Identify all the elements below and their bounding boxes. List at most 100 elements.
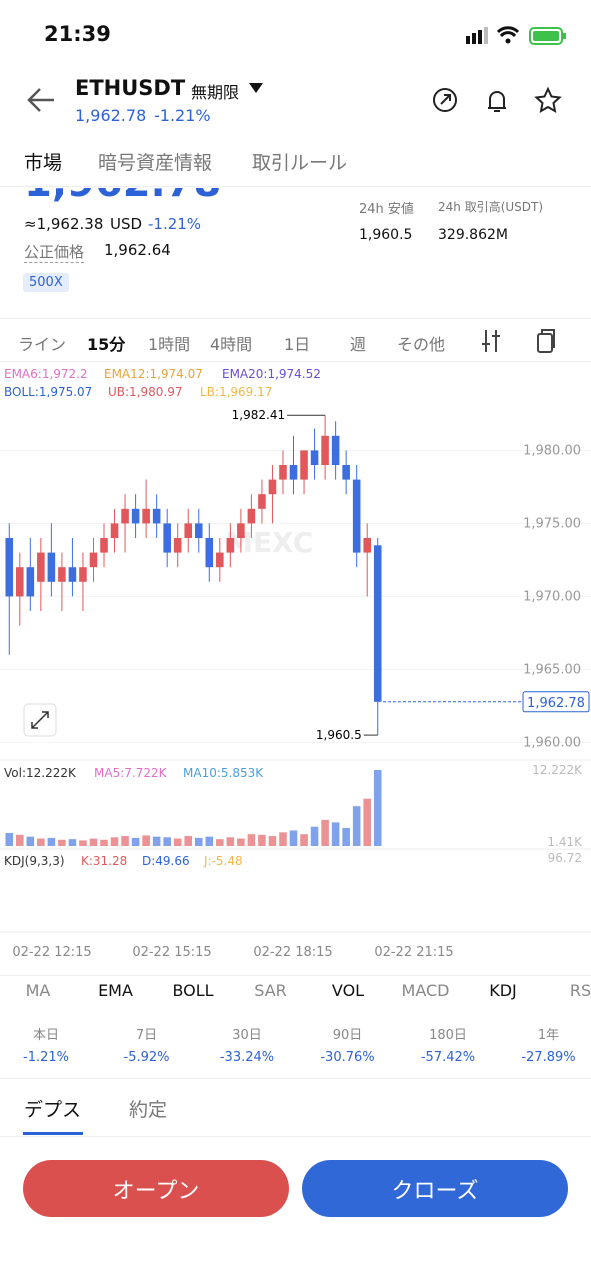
volume-bar bbox=[47, 837, 56, 846]
volume-legend: Vol:12.222K bbox=[4, 766, 77, 780]
kdj-legend: KDJ(9,3,3) bbox=[4, 854, 65, 868]
candle-body bbox=[152, 508, 161, 524]
indicator[interactable]: RS bbox=[569, 981, 591, 1000]
volume-bar bbox=[79, 840, 87, 846]
boll-legend: BOLL:1,975.07 bbox=[4, 385, 92, 399]
candle-body bbox=[247, 508, 256, 524]
volume-bar bbox=[321, 819, 329, 846]
indicator[interactable]: MACD bbox=[401, 981, 450, 1000]
back-button[interactable] bbox=[26, 86, 58, 114]
period-label: 180日 bbox=[429, 1028, 467, 1043]
period-label: 1年 bbox=[537, 1028, 560, 1043]
indicator[interactable]: VOL bbox=[331, 981, 365, 1000]
candle-body bbox=[258, 494, 266, 509]
volume-bar bbox=[121, 836, 129, 846]
interval[interactable]: 1日 bbox=[284, 335, 311, 354]
candle-body bbox=[16, 567, 24, 597]
candle-body bbox=[100, 538, 108, 553]
volume-bar bbox=[5, 832, 14, 846]
volume-bar bbox=[184, 836, 193, 846]
candle-body bbox=[352, 479, 361, 553]
indicator[interactable]: BOLL bbox=[172, 981, 214, 1000]
fair-label[interactable]: 公正価格 bbox=[24, 243, 85, 263]
candle-body bbox=[373, 545, 382, 702]
ema-legend: EMA6:1,972.2 bbox=[4, 367, 88, 381]
summary-change: -1.21% bbox=[148, 215, 202, 233]
interval[interactable]: ライン bbox=[18, 335, 67, 354]
candle-body bbox=[5, 538, 14, 597]
period-label: 7日 bbox=[135, 1028, 158, 1043]
volume-bar bbox=[226, 837, 235, 846]
stat-value: 329.862M bbox=[438, 227, 508, 243]
candle-body bbox=[26, 567, 35, 597]
tab[interactable]: 暗号資産情報 bbox=[98, 152, 213, 174]
volume-bar bbox=[68, 839, 77, 846]
boll-legend: UB:1,980.97 bbox=[108, 385, 183, 399]
volume-low-label: 1.41K bbox=[547, 835, 583, 849]
volume-bar bbox=[363, 798, 371, 846]
tab[interactable]: 取引ルール bbox=[252, 152, 348, 174]
header-change: -1.21% bbox=[154, 106, 211, 125]
divider bbox=[0, 361, 591, 362]
divider bbox=[0, 318, 591, 319]
volume-bar bbox=[310, 826, 319, 846]
candle-body bbox=[363, 538, 371, 553]
x-tick-label: 02-22 12:15 bbox=[12, 945, 91, 960]
tab[interactable]: 市場 bbox=[24, 152, 63, 174]
interval[interactable]: 1時間 bbox=[148, 335, 191, 354]
leverage-badge: 500X bbox=[23, 273, 69, 292]
header-icons[interactable] bbox=[430, 86, 570, 116]
volume-bar bbox=[37, 838, 45, 846]
candle-body bbox=[342, 465, 350, 480]
candle-body bbox=[310, 450, 319, 465]
candle-body bbox=[289, 465, 298, 480]
kdj-legend: D:49.66 bbox=[142, 854, 190, 868]
candle-body bbox=[142, 508, 150, 524]
y-tick-label: 1,980.00 bbox=[523, 443, 581, 458]
volume-bar bbox=[300, 834, 308, 846]
fair-value: 1,962.64 bbox=[104, 241, 171, 259]
volume-bar bbox=[247, 834, 256, 846]
volume-bar bbox=[216, 839, 224, 846]
interval[interactable]: 週 bbox=[350, 335, 367, 354]
interval[interactable]: その他 bbox=[397, 335, 446, 354]
indicator[interactable]: SAR bbox=[254, 981, 287, 1000]
volume-bar bbox=[163, 837, 171, 846]
candle-body bbox=[58, 567, 66, 582]
candle-body bbox=[321, 435, 329, 465]
x-tick-label: 02-22 21:15 bbox=[374, 945, 453, 960]
candle-body bbox=[268, 479, 277, 495]
symbol[interactable]: ETHUSDT bbox=[75, 76, 186, 100]
close-button[interactable]: クローズ bbox=[302, 1160, 568, 1217]
indicator[interactable]: MA bbox=[25, 981, 51, 1000]
volume-bar bbox=[289, 830, 298, 846]
volume-bar bbox=[100, 839, 108, 846]
bottom-tab-active[interactable]: デプス bbox=[24, 1099, 82, 1121]
candle-body bbox=[205, 538, 214, 568]
stat-value: 1,960.5 bbox=[359, 227, 413, 243]
status-icons bbox=[466, 26, 566, 45]
indicator[interactable]: EMA bbox=[98, 981, 133, 1000]
volume-bar bbox=[131, 837, 140, 846]
kdj-legend: J:-5.48 bbox=[203, 854, 243, 868]
volume-bar bbox=[352, 806, 361, 846]
volume-bar bbox=[89, 838, 98, 846]
volume-legend: MA10:5.853K bbox=[183, 766, 264, 780]
interval[interactable]: 4時間 bbox=[210, 335, 253, 354]
indicator[interactable]: KDJ bbox=[489, 981, 517, 1000]
boll-legend: LB:1,969.17 bbox=[200, 385, 272, 399]
high-label: 1,982.41 bbox=[232, 408, 285, 422]
ema-legend: EMA20:1,974.52 bbox=[222, 367, 321, 381]
interval-active[interactable]: 15分 bbox=[87, 335, 126, 354]
candle-body bbox=[279, 465, 287, 480]
chart-tools[interactable] bbox=[480, 326, 560, 356]
symbol-suffix[interactable]: 無期限 bbox=[191, 83, 240, 102]
volume-bar bbox=[279, 832, 287, 846]
candle-body bbox=[226, 538, 235, 553]
big-price: 1,962.78 bbox=[24, 188, 324, 206]
dropdown-arrow[interactable] bbox=[248, 82, 264, 94]
bottom-tab[interactable]: 約定 bbox=[129, 1099, 168, 1121]
ema-legend: EMA12:1,974.07 bbox=[104, 367, 203, 381]
open-button[interactable]: オープン bbox=[23, 1160, 289, 1217]
